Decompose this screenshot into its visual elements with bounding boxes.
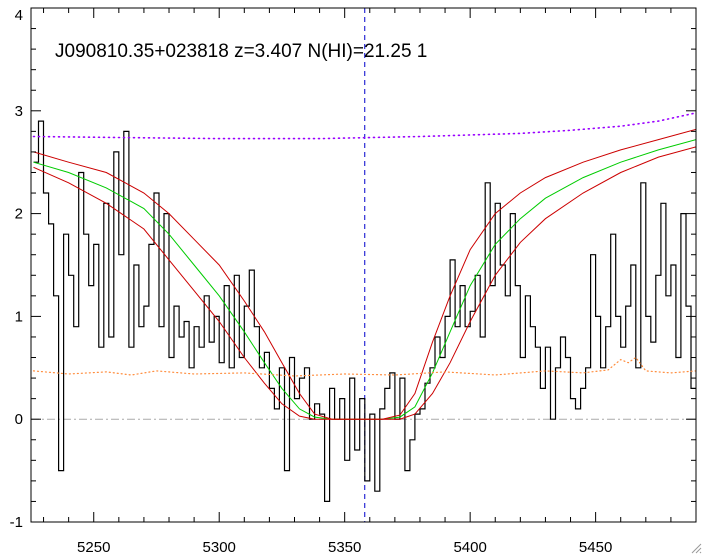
chart-title: J090810.35+023818 z=3.407 N(HI)=21.25 1 — [55, 41, 427, 62]
x-tick-label: 5250 — [77, 539, 110, 556]
x-tick-label: 5400 — [453, 539, 486, 556]
series-flux — [33, 120, 696, 502]
resize-grip-icon[interactable] — [690, 542, 702, 554]
series-fit-lower — [33, 146, 696, 420]
y-tick-label: 3 — [15, 103, 23, 120]
y-tick-label: 1 — [15, 308, 23, 325]
plot-frame — [30, 7, 697, 523]
y-tick-label: 4 — [15, 7, 23, 24]
plot-content — [31, 8, 696, 522]
axes: 5250 5300 5350 5400 5450 -1 0 1 2 3 4 — [10, 7, 697, 556]
plot-area — [31, 8, 696, 522]
series-continuum — [32, 112, 696, 140]
x-tick-label: 5350 — [328, 539, 361, 556]
series-error — [32, 356, 696, 377]
x-tick-label: 5450 — [579, 539, 612, 556]
x-tick-label: 5300 — [203, 539, 236, 556]
y-tick-label: 2 — [15, 206, 23, 223]
y-tick-label: -1 — [10, 514, 23, 531]
y-tick-label: 0 — [15, 411, 23, 428]
